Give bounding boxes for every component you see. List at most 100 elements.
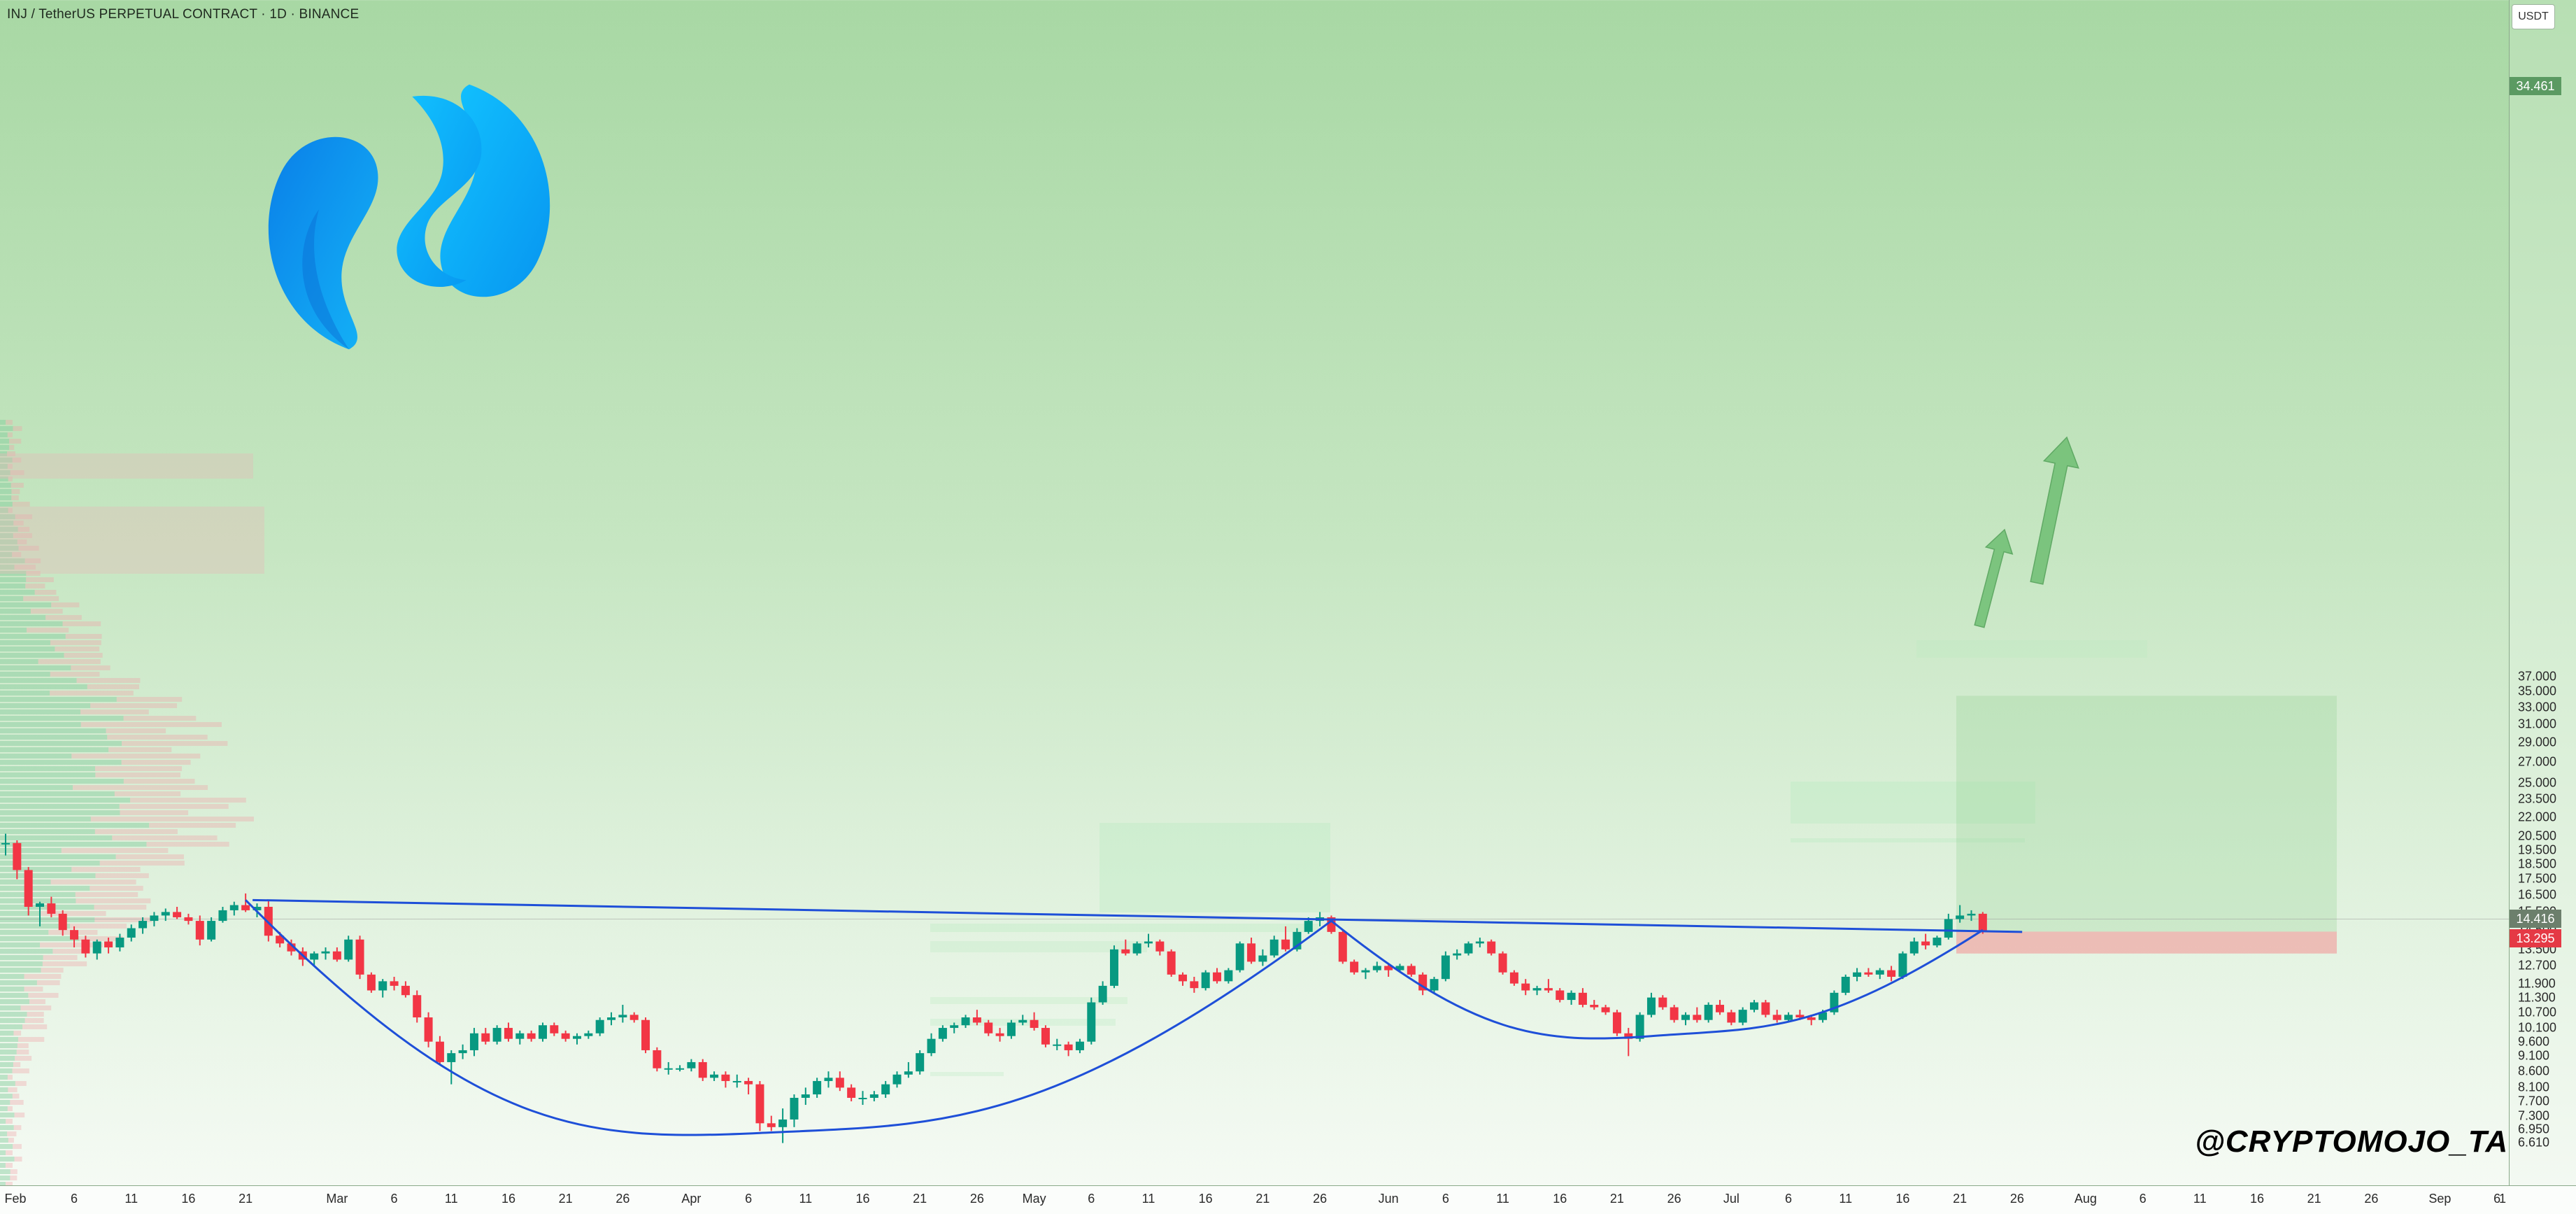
profile-bar-up [0,772,96,777]
profile-bar-up [0,930,49,935]
profile-bar-down [34,590,57,595]
candle-body [1098,985,1107,1003]
candle-body [195,921,204,940]
profile-bar-up [0,735,108,740]
candle [1532,985,1542,996]
candle [321,947,330,960]
candle [1509,970,1518,986]
profile-bar-up [0,590,35,595]
candle [721,1071,730,1088]
profile-bar-up [0,697,117,702]
liquidity-zone [1100,823,1330,912]
time-tick: 11 [124,1192,138,1206]
candle-body [413,995,422,1018]
axis-unit-label[interactable]: USDT [2512,4,2555,29]
profile-bar-down [73,785,208,790]
candle [218,906,227,923]
profile-bar-down [27,1012,44,1017]
candle [1453,949,1462,960]
candle-body [481,1033,490,1042]
profile-bar-down [42,961,87,966]
profile-bar-down [24,987,43,991]
profile-bar-up [0,628,27,633]
candle-body [573,1036,581,1039]
candle-body [687,1061,696,1068]
profile-bar-down [18,546,39,551]
price-chart[interactable] [0,0,2509,1185]
candle-body [1681,1015,1690,1020]
candle-body [1498,953,1507,973]
candle-body [367,974,376,991]
profile-bar-up [0,999,30,1004]
price-axis[interactable] [2509,0,2576,1185]
candle-body [824,1078,833,1081]
profile-bar-down [15,1081,27,1086]
profile-bar-up [0,1113,15,1117]
profile-bar-up [0,779,124,784]
candle [401,981,410,998]
profile-bar-up [0,464,8,469]
candle-body [950,1025,959,1029]
candle [24,867,33,916]
profile-bar-down [107,735,208,740]
profile-bar-down [12,552,22,557]
candle [492,1025,501,1045]
candle-body [1395,966,1404,971]
candle-body [1213,972,1222,982]
time-tick: 21 [2307,1192,2321,1206]
candle [195,915,204,946]
trendlines[interactable] [245,898,2023,1136]
candle [1498,951,1507,975]
candle [1567,990,1576,1005]
candle-body [767,1123,776,1127]
profile-bar-up [0,835,113,840]
time-tick: 11 [799,1192,813,1206]
profile-bar-down [90,817,254,821]
time-tick: 21 [1609,1192,1624,1206]
time-tick: 11 [1141,1192,1155,1206]
candle [1132,941,1141,956]
candle-body [561,1033,570,1039]
candle [972,1010,981,1026]
candle-body [1430,979,1439,991]
candle [241,893,250,912]
profile-bar-down [114,791,181,796]
candle [629,1012,639,1023]
candle-body [1441,955,1450,980]
candle-body [1544,988,1553,991]
candle-body [1372,966,1381,971]
profile-bar-up [0,495,12,500]
time-tick: 6 [71,1192,78,1206]
candle-body [515,1033,525,1039]
time-tick: 11 [1496,1192,1509,1206]
candle-body [1109,949,1118,986]
candle [355,936,364,980]
candle [1361,968,1370,980]
candle [1155,939,1165,956]
candle-body [961,1017,970,1026]
profile-bar-up [0,546,19,551]
profile-bar-down [90,703,178,708]
candle-body [1750,1002,1759,1010]
candle [881,1080,890,1098]
candle [367,972,376,993]
profile-bar-up [0,1031,14,1036]
profile-bar-down [26,577,54,582]
candle [1830,990,1839,1015]
candle-body [1819,1012,1828,1020]
profile-bar-down [62,621,101,626]
candle-body [287,943,296,952]
candle [1898,951,1907,980]
profile-bar-up [0,710,80,714]
profile-bar-down [20,1005,52,1010]
price-tick: 12.700 [2518,958,2557,973]
profile-bar-up [0,804,120,809]
profile-bar-down [95,873,149,878]
candle [36,901,45,926]
profile-bar-up [0,968,41,973]
profile-bar-up [0,917,95,922]
candle [1761,1000,1770,1018]
time-axis[interactable]: Feb 6 11 16 21 Mar 6 11 16 21 26 Apr 6 11 16 21 26 May 6 11… [0,1185,2576,1214]
candle-body [1853,972,1862,977]
candle-body [127,928,136,938]
